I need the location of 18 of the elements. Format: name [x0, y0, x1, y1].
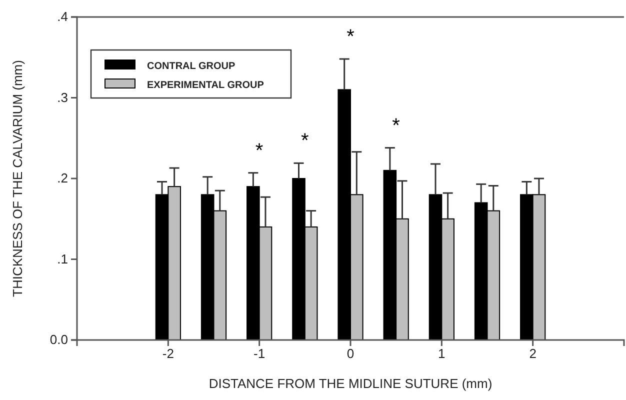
x-tick-label: 0: [346, 346, 354, 362]
legend-label: CONTRAL GROUP: [147, 61, 236, 72]
x-tick-label: -1: [254, 346, 266, 362]
annotation: *: [346, 26, 355, 48]
y-tick-label: 0.0: [50, 332, 68, 348]
x-tick-label: 1: [438, 346, 446, 362]
annotation: *: [392, 114, 400, 137]
y-tick-label: .4: [57, 9, 68, 24]
x-tick-label: 2: [529, 346, 536, 362]
annotation: *: [255, 140, 264, 162]
legend-label: EXPERIMENTAL GROUP: [147, 80, 264, 91]
x-tick-label: -2: [162, 346, 174, 362]
y-tick-label: .2: [57, 170, 68, 186]
y-tick-label: .3: [57, 90, 68, 105]
x-axis-title: DISTANCE FROM THE MIDLINE SUTURE (mm): [208, 376, 492, 391]
y-tick-label: .1: [57, 251, 68, 266]
y-axis-title: THICKNESS OF THE CALVARIUM (mm): [10, 60, 25, 297]
annotation: *: [301, 130, 310, 152]
